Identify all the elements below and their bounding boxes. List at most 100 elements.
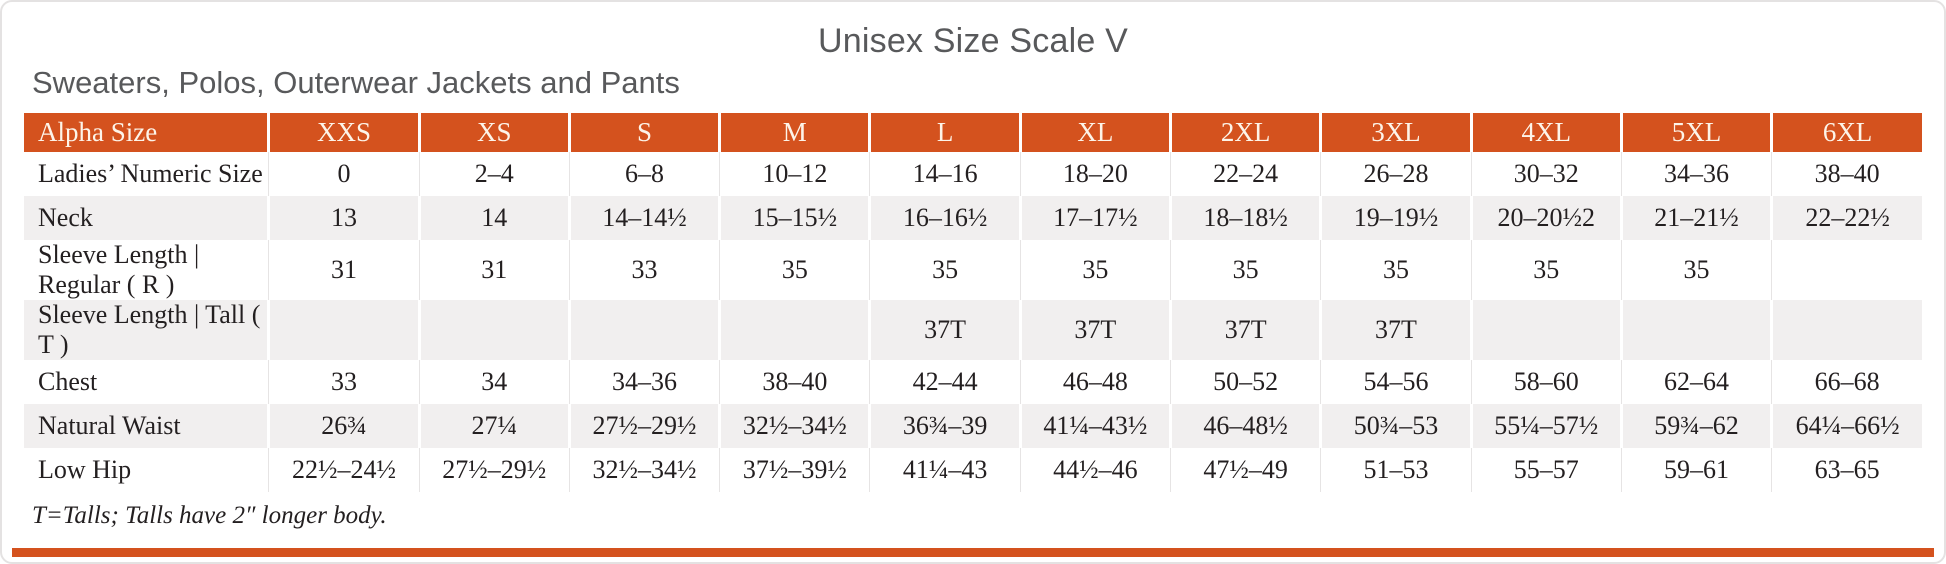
table-subtitle: Sweaters, Polos, Outerwear Jackets and P…	[32, 65, 680, 100]
table-cell	[567, 300, 720, 360]
table-cell: 35	[1320, 240, 1472, 300]
table-cell: 22½–24½	[268, 448, 420, 492]
table-cell: 17–17½	[1018, 196, 1171, 240]
table-cell: 59¾–62	[1619, 404, 1772, 448]
row-label: Neck	[24, 196, 269, 240]
header-cell-5xl: 5XL	[1619, 113, 1772, 152]
table-cell	[417, 300, 570, 360]
table-body: Ladies’ Numeric Size 0 2–4 6–8 10–12 14–16 18–…	[24, 152, 1922, 492]
row-label: Sleeve Length | Tall ( T )	[24, 300, 269, 360]
table-cell	[1619, 300, 1772, 360]
header-cell-6xl: 6XL	[1770, 113, 1922, 152]
table-cell: 38–40	[719, 360, 870, 404]
table-cell: 27½–29½	[567, 404, 720, 448]
header-cell-l: L	[868, 113, 1021, 152]
table-cell: 35	[869, 240, 1021, 300]
table-cell: 14–16	[869, 152, 1021, 196]
table-cell: 58–60	[1470, 360, 1622, 404]
table-cell: 50¾–53	[1319, 404, 1472, 448]
table-cell: 33	[268, 360, 420, 404]
table-cell: 6–8	[568, 152, 720, 196]
row-label: Natural Waist	[24, 404, 269, 448]
row-label: Low Hip	[38, 455, 132, 484]
header-cell-xs: XS	[417, 113, 570, 152]
table-cell: 41¼–43½	[1018, 404, 1171, 448]
table-cell: 62–64	[1620, 360, 1772, 404]
table-cell: 41¼–43	[869, 448, 1021, 492]
table-cell	[1469, 300, 1622, 360]
table-cell: 38–40	[1771, 152, 1922, 196]
table-cell: 35	[719, 240, 870, 300]
table-cell: 31	[268, 240, 420, 300]
table-cell: 2–4	[418, 152, 570, 196]
size-table-container: Alpha Size XXS XS S M L XL 2XL 3XL 4XL 5XL 6XL Ladi…	[24, 113, 1922, 492]
table-cell: 51–53	[1320, 448, 1472, 492]
table-cell	[718, 300, 870, 360]
table-cell	[1770, 300, 1922, 360]
table-cell: 21–21½	[1619, 196, 1772, 240]
table-cell: 64¼–66½	[1770, 404, 1922, 448]
table-cell: 46–48½	[1169, 404, 1321, 448]
table-cell: 26–28	[1320, 152, 1472, 196]
row-label: Chest	[38, 367, 98, 396]
table-cell: 14–14½	[567, 196, 720, 240]
page-title: Unisex Size Scale V	[818, 22, 1128, 60]
table-header: Alpha Size XXS XS S M L XL 2XL 3XL 4XL 5XL 6XL	[24, 113, 1922, 152]
table-cell: 26¾	[267, 404, 420, 448]
table-cell: 35	[1019, 240, 1171, 300]
table-cell: 32½–34½	[568, 448, 720, 492]
table-cell: 34	[418, 360, 570, 404]
table-cell	[1771, 240, 1922, 300]
table-cell: 18–20	[1019, 152, 1171, 196]
header-cell-2xl: 2XL	[1169, 113, 1321, 152]
header-cell-m: M	[718, 113, 870, 152]
table-cell: 35	[1620, 240, 1772, 300]
table-cell: 37T	[1169, 300, 1321, 360]
table-cell: 15–15½	[718, 196, 870, 240]
table-cell: 47½–49	[1170, 448, 1321, 492]
table-cell: 27¼	[417, 404, 570, 448]
header-cell-xl: XL	[1018, 113, 1171, 152]
table-cell: 14	[417, 196, 570, 240]
table-cell: 18–18½	[1169, 196, 1321, 240]
table-cell: 27½–29½	[418, 448, 570, 492]
table-cell: 44½–46	[1019, 448, 1171, 492]
table-cell: 31	[418, 240, 570, 300]
table-cell: 22–24	[1170, 152, 1321, 196]
table-row: Neck 13 14 14–14½ 15–15½ 16–16½ 17–17½ 18–18½ 19…	[24, 196, 1922, 240]
bottom-accent-bar	[12, 548, 1934, 557]
table-row: Sleeve Length | Tall ( T ) 37T 37T 37T 37T	[24, 300, 1922, 360]
table-cell	[267, 300, 420, 360]
row-label: Ladies’ Numeric Size	[38, 159, 263, 188]
table-cell: 30–32	[1470, 152, 1622, 196]
table-cell: 20–20½2	[1469, 196, 1622, 240]
header-cell-4xl: 4XL	[1469, 113, 1622, 152]
table-cell: 22–22½	[1770, 196, 1922, 240]
table-cell: 46–48	[1019, 360, 1171, 404]
table-cell: 42–44	[869, 360, 1021, 404]
header-cell-xxs: XXS	[267, 113, 420, 152]
table-row: Chest 33 34 34–36 38–40 42–44 46–48 50–52 54–56 5…	[24, 360, 1922, 404]
header-cell-3xl: 3XL	[1319, 113, 1472, 152]
table-cell: 37T	[1319, 300, 1472, 360]
header-cell-s: S	[567, 113, 720, 152]
table-cell: 19–19½	[1319, 196, 1472, 240]
size-table: Alpha Size XXS XS S M L XL 2XL 3XL 4XL 5XL 6XL Ladi…	[24, 113, 1922, 492]
table-cell: 66–68	[1771, 360, 1922, 404]
table-cell: 55–57	[1470, 448, 1622, 492]
table-row: Sleeve Length | Regular ( R ) 31 31 33 35 35 3…	[24, 240, 1922, 300]
table-row: Natural Waist 26¾ 27¼ 27½–29½ 32½–34½ 36¾–39 4…	[24, 404, 1922, 448]
table-cell: 54–56	[1320, 360, 1472, 404]
header-row: Alpha Size XXS XS S M L XL 2XL 3XL 4XL 5XL 6XL	[24, 113, 1922, 152]
table-cell: 37T	[1018, 300, 1171, 360]
table-cell: 10–12	[719, 152, 870, 196]
table-cell: 36¾–39	[868, 404, 1021, 448]
table-cell: 37½–39½	[719, 448, 870, 492]
table-cell: 33	[568, 240, 720, 300]
table-cell: 35	[1470, 240, 1622, 300]
table-cell: 50–52	[1170, 360, 1321, 404]
table-row: Ladies’ Numeric Size 0 2–4 6–8 10–12 14–16 18–…	[24, 152, 1922, 196]
table-cell: 63–65	[1771, 448, 1922, 492]
table-cell: 34–36	[1620, 152, 1772, 196]
